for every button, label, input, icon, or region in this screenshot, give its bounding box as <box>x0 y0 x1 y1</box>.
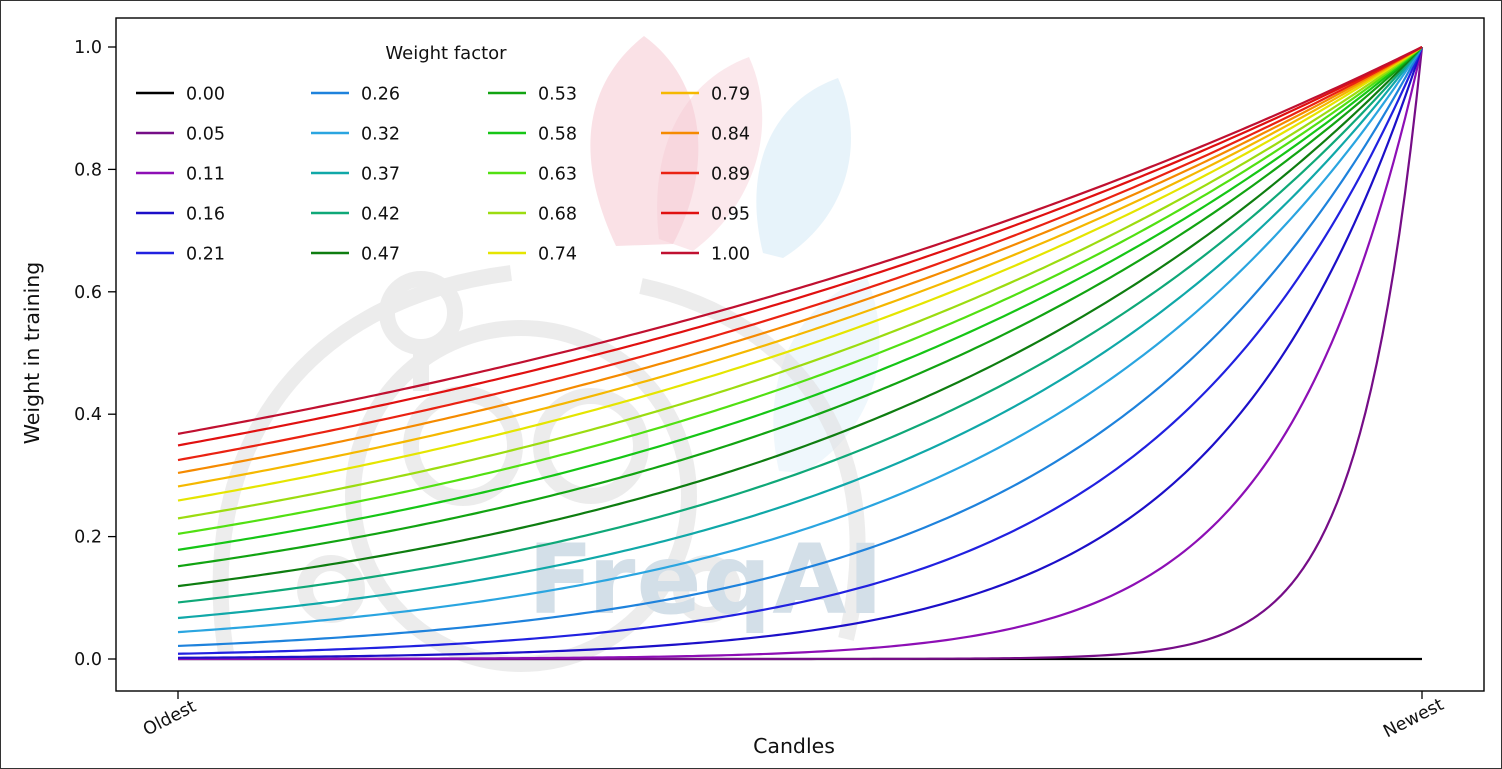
watermark-leaf-blue-icon <box>756 78 852 258</box>
curve-wf-0.21 <box>177 46 1424 655</box>
legend-entry-0.53: 0.53 <box>488 85 577 105</box>
curve-wf-0.89 <box>177 46 1423 462</box>
x-tick-label-newest: Newest <box>1380 695 1447 742</box>
watermark-leaf-pink-icon <box>590 36 699 246</box>
freqai-watermark: FreqAI <box>212 36 885 672</box>
legend-label: 0.21 <box>186 245 225 265</box>
legend-entry-0.79: 0.79 <box>661 85 750 105</box>
legend-entry-0.26: 0.26 <box>311 85 400 105</box>
legend-label: 0.37 <box>361 165 400 185</box>
legend-entry-0.68: 0.68 <box>488 205 577 225</box>
curve-wf-0.68 <box>177 46 1423 520</box>
legend-label: 0.00 <box>186 85 225 105</box>
curves-layer <box>177 46 1424 661</box>
curve-wf-0.79 <box>177 46 1423 488</box>
legend-entry-0.00: 0.00 <box>136 85 225 105</box>
legend-entry-0.42: 0.42 <box>311 205 400 225</box>
legend-label: 0.95 <box>711 205 750 225</box>
curve-wf-0.84 <box>177 46 1423 474</box>
legend-label: 0.47 <box>361 245 400 265</box>
watermark-robot-icon <box>212 265 866 672</box>
legend-entry-0.74: 0.74 <box>488 245 577 265</box>
legend-entry-0.32: 0.32 <box>311 125 400 145</box>
legend-entry-0.37: 0.37 <box>311 165 400 185</box>
legend-entry-0.05: 0.05 <box>136 125 225 145</box>
legend-label: 0.26 <box>361 85 400 105</box>
curve-wf-1.00 <box>177 46 1423 435</box>
watermark-text: FreqAI <box>528 524 885 636</box>
legend-title: Weight factor <box>385 43 507 64</box>
curve-wf-0.58 <box>177 46 1423 551</box>
y-tick-label: 0.8 <box>74 160 102 180</box>
legend-label: 0.05 <box>186 125 225 145</box>
legend-entry-1.00: 1.00 <box>661 245 750 265</box>
legend-label: 0.74 <box>538 245 577 265</box>
plot-box <box>115 17 1485 692</box>
legend-entry-0.84: 0.84 <box>661 125 750 145</box>
legend-label: 0.68 <box>538 205 577 225</box>
legend-entry-0.47: 0.47 <box>311 245 400 265</box>
x-axis-label: Candles <box>753 734 835 758</box>
curve-wf-0.95 <box>177 46 1423 447</box>
legend-entry-0.16: 0.16 <box>136 205 225 225</box>
curve-wf-0.47 <box>177 46 1423 588</box>
legend-entry-0.11: 0.11 <box>136 165 225 185</box>
curve-wf-0.63 <box>177 46 1423 535</box>
legend-label: 0.63 <box>538 165 577 185</box>
legend-entry-0.58: 0.58 <box>488 125 577 145</box>
y-tick-label: 0.4 <box>74 405 102 425</box>
curve-wf-0.53 <box>177 46 1423 568</box>
y-tick-label: 0.2 <box>74 528 102 548</box>
legend-label: 0.84 <box>711 125 750 145</box>
legend-entry-0.95: 0.95 <box>661 205 750 225</box>
legend: Weight factor 0.000.050.110.160.210.260.… <box>136 43 750 265</box>
legend-label: 0.16 <box>186 205 225 225</box>
legend-label: 0.32 <box>361 125 400 145</box>
y-tick-label: 1.0 <box>74 38 102 58</box>
x-tick-label-oldest: Oldest <box>140 697 200 741</box>
y-axis-label: Weight in training <box>20 262 44 445</box>
curve-wf-0.42 <box>177 46 1423 604</box>
y-tick-label: 0.0 <box>74 650 102 670</box>
legend-label: 0.79 <box>711 85 750 105</box>
legend-entry-0.63: 0.63 <box>488 165 577 185</box>
curve-wf-0.16 <box>177 46 1424 659</box>
watermark-leaf-blue2-icon <box>773 278 880 473</box>
curve-wf-0.74 <box>177 46 1423 502</box>
legend-label: 0.42 <box>361 205 400 225</box>
legend-entry-0.21: 0.21 <box>136 245 225 265</box>
legend-entries: 0.00 0.05 0.11 0.16 0.21 0.26 0.32 0.37 0.42 0.47… <box>136 85 750 265</box>
curve-wf-0.32 <box>177 46 1423 634</box>
y-axis-ticks: 0.0 0.2 0.4 0.6 0.8 1.0 <box>74 38 116 670</box>
curve-wf-0.11 <box>178 46 1424 661</box>
curve-wf-0.26 <box>177 46 1423 648</box>
legend-label: 0.11 <box>186 165 225 185</box>
legend-label: 1.00 <box>711 245 750 265</box>
legend-label: 0.89 <box>711 165 750 185</box>
curve-wf-0.37 <box>177 46 1423 620</box>
legend-label: 0.53 <box>538 85 577 105</box>
watermark-leaf-pink2-icon <box>657 57 763 251</box>
y-tick-label: 0.6 <box>74 283 102 303</box>
legend-entry-0.89: 0.89 <box>661 165 750 185</box>
legend-label: 0.58 <box>538 125 577 145</box>
